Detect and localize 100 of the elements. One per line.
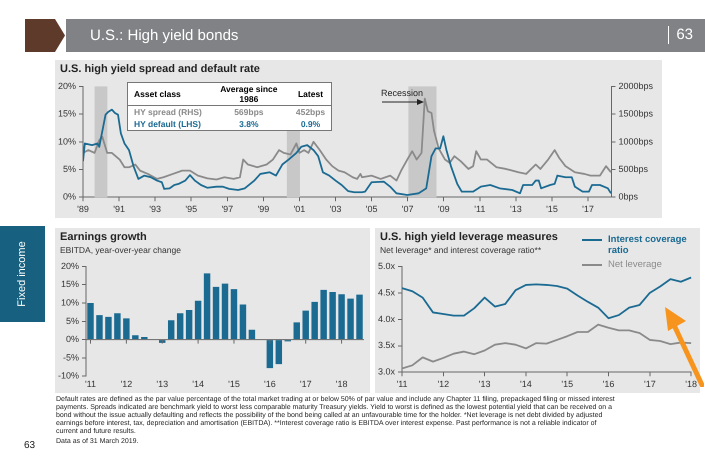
- y-tick-label: 15%: [60, 279, 80, 290]
- x-tick-label: '14: [192, 379, 204, 390]
- x-tick-label: '15: [561, 379, 574, 390]
- bar: [230, 289, 238, 340]
- y-tick-label: 5%: [66, 316, 80, 326]
- y-tick-label: 10%: [60, 297, 80, 308]
- y-tick-label: 3.5x: [378, 340, 396, 350]
- annotation: Asset class: [133, 88, 182, 101]
- y2-tick-label: 1000bps: [618, 136, 654, 146]
- y-tick-label: 4.5x: [378, 287, 396, 298]
- x-tick-label: '97: [221, 204, 234, 214]
- chart-title: Earnings growth: [60, 231, 147, 243]
- chart-subtitle: EBITDA, year-over-year change: [60, 245, 181, 255]
- y-tick-label: -5%: [62, 352, 80, 362]
- bar: [123, 318, 130, 340]
- x-tick-label: '17: [300, 379, 312, 390]
- annotation: Latest: [296, 88, 324, 101]
- annotation: 0.9%: [300, 118, 322, 130]
- y2-tick-label: 1500bps: [618, 108, 654, 119]
- x-tick-label: '05: [366, 204, 378, 214]
- bar: [87, 303, 94, 340]
- text: Fixed income: [16, 241, 28, 307]
- bar: [132, 335, 139, 340]
- series-label: HY default (LHS): [133, 118, 202, 130]
- legend-label: Net leverage: [608, 259, 662, 270]
- y2-tick-label: 0bps: [618, 192, 638, 202]
- x-tick-label: '13: [510, 204, 522, 214]
- x-tick-label: '12: [437, 379, 450, 390]
- x-tick-label: '99: [258, 204, 270, 214]
- x-tick-label: '93: [149, 204, 162, 214]
- x-tick-label: '14: [520, 379, 532, 390]
- bar: [356, 294, 363, 340]
- x-tick-label: '18: [336, 379, 348, 390]
- bar: [347, 298, 354, 340]
- annotation: 3.8%: [238, 118, 260, 130]
- bar: [276, 340, 282, 364]
- x-tick-label: '91: [113, 204, 125, 214]
- x-tick-label: '12: [120, 379, 132, 390]
- x-tick-label: '18: [685, 379, 698, 390]
- bar: [176, 313, 184, 340]
- bar: [204, 273, 210, 340]
- y-tick-label: 20%: [60, 260, 80, 271]
- y-tick-label: 5%: [63, 164, 76, 174]
- y-tick-label: 15%: [58, 108, 76, 119]
- chart-subtitle: Net leverage* and interest coverage ratio**: [380, 245, 542, 255]
- y-tick-label: 4.0x: [378, 314, 396, 324]
- legend-label: Interest coverage ratio: [608, 234, 688, 256]
- x-tick-label: '11: [84, 379, 96, 390]
- bar: [294, 322, 300, 340]
- text: U.S.: High yield bonds: [90, 27, 238, 44]
- annotation: 569bps: [233, 106, 264, 118]
- annotation: 452bps: [294, 106, 326, 118]
- y-tick-label: 10%: [58, 136, 76, 146]
- y-tick-label: 20%: [58, 80, 76, 91]
- x-tick-label: '17: [644, 379, 656, 390]
- bar: [105, 316, 112, 340]
- chart-title: U.S. high yield spread and default rate: [60, 63, 260, 75]
- y-tick-label: -10%: [58, 370, 80, 381]
- y2-tick-label: 2000bps: [618, 80, 654, 91]
- bar: [168, 320, 174, 340]
- x-tick-label: '15: [546, 204, 558, 214]
- bar: [266, 340, 274, 368]
- y-tick-label: 0%: [66, 334, 80, 344]
- x-tick-label: '16: [264, 379, 276, 390]
- x-tick-label: '01: [294, 204, 306, 214]
- x-tick-label: '89: [77, 204, 89, 214]
- bar: [311, 302, 318, 340]
- bar: [96, 315, 103, 340]
- bar: [222, 284, 228, 340]
- x-tick-label: '11: [396, 379, 408, 390]
- x-tick-label: '15: [228, 379, 240, 390]
- y-tick-label: 5.0x: [378, 260, 396, 271]
- bar: [194, 300, 202, 340]
- bar: [114, 313, 121, 340]
- x-tick-label: '13: [478, 379, 490, 390]
- text: 63: [668, 26, 693, 44]
- text: 63: [24, 440, 36, 451]
- bar: [320, 290, 327, 340]
- bar: [159, 340, 166, 343]
- annotation: Recession: [381, 88, 424, 98]
- x-tick-label: '16: [602, 379, 614, 390]
- bar: [302, 310, 309, 340]
- y-tick-label: 3.0x: [378, 366, 396, 377]
- y2-tick-label: 500bps: [618, 164, 648, 174]
- bar: [248, 330, 256, 340]
- x-tick-label: '03: [330, 204, 342, 214]
- x-tick-label: '11: [474, 204, 486, 214]
- y-tick-label: 0%: [63, 192, 76, 202]
- x-tick-label: '13: [156, 379, 168, 390]
- text: HY spread (RHS): [133, 106, 203, 118]
- bar: [240, 304, 246, 340]
- bar: [212, 286, 220, 340]
- bar: [329, 292, 336, 340]
- chart-title: U.S. high yield leverage measures: [380, 231, 558, 243]
- x-tick-label: '07: [402, 204, 414, 214]
- x-tick-label: '09: [438, 204, 450, 214]
- bar: [338, 294, 345, 340]
- x-tick-label: '95: [185, 204, 198, 214]
- bar: [186, 310, 192, 340]
- annotation: Average since 1986: [219, 83, 279, 106]
